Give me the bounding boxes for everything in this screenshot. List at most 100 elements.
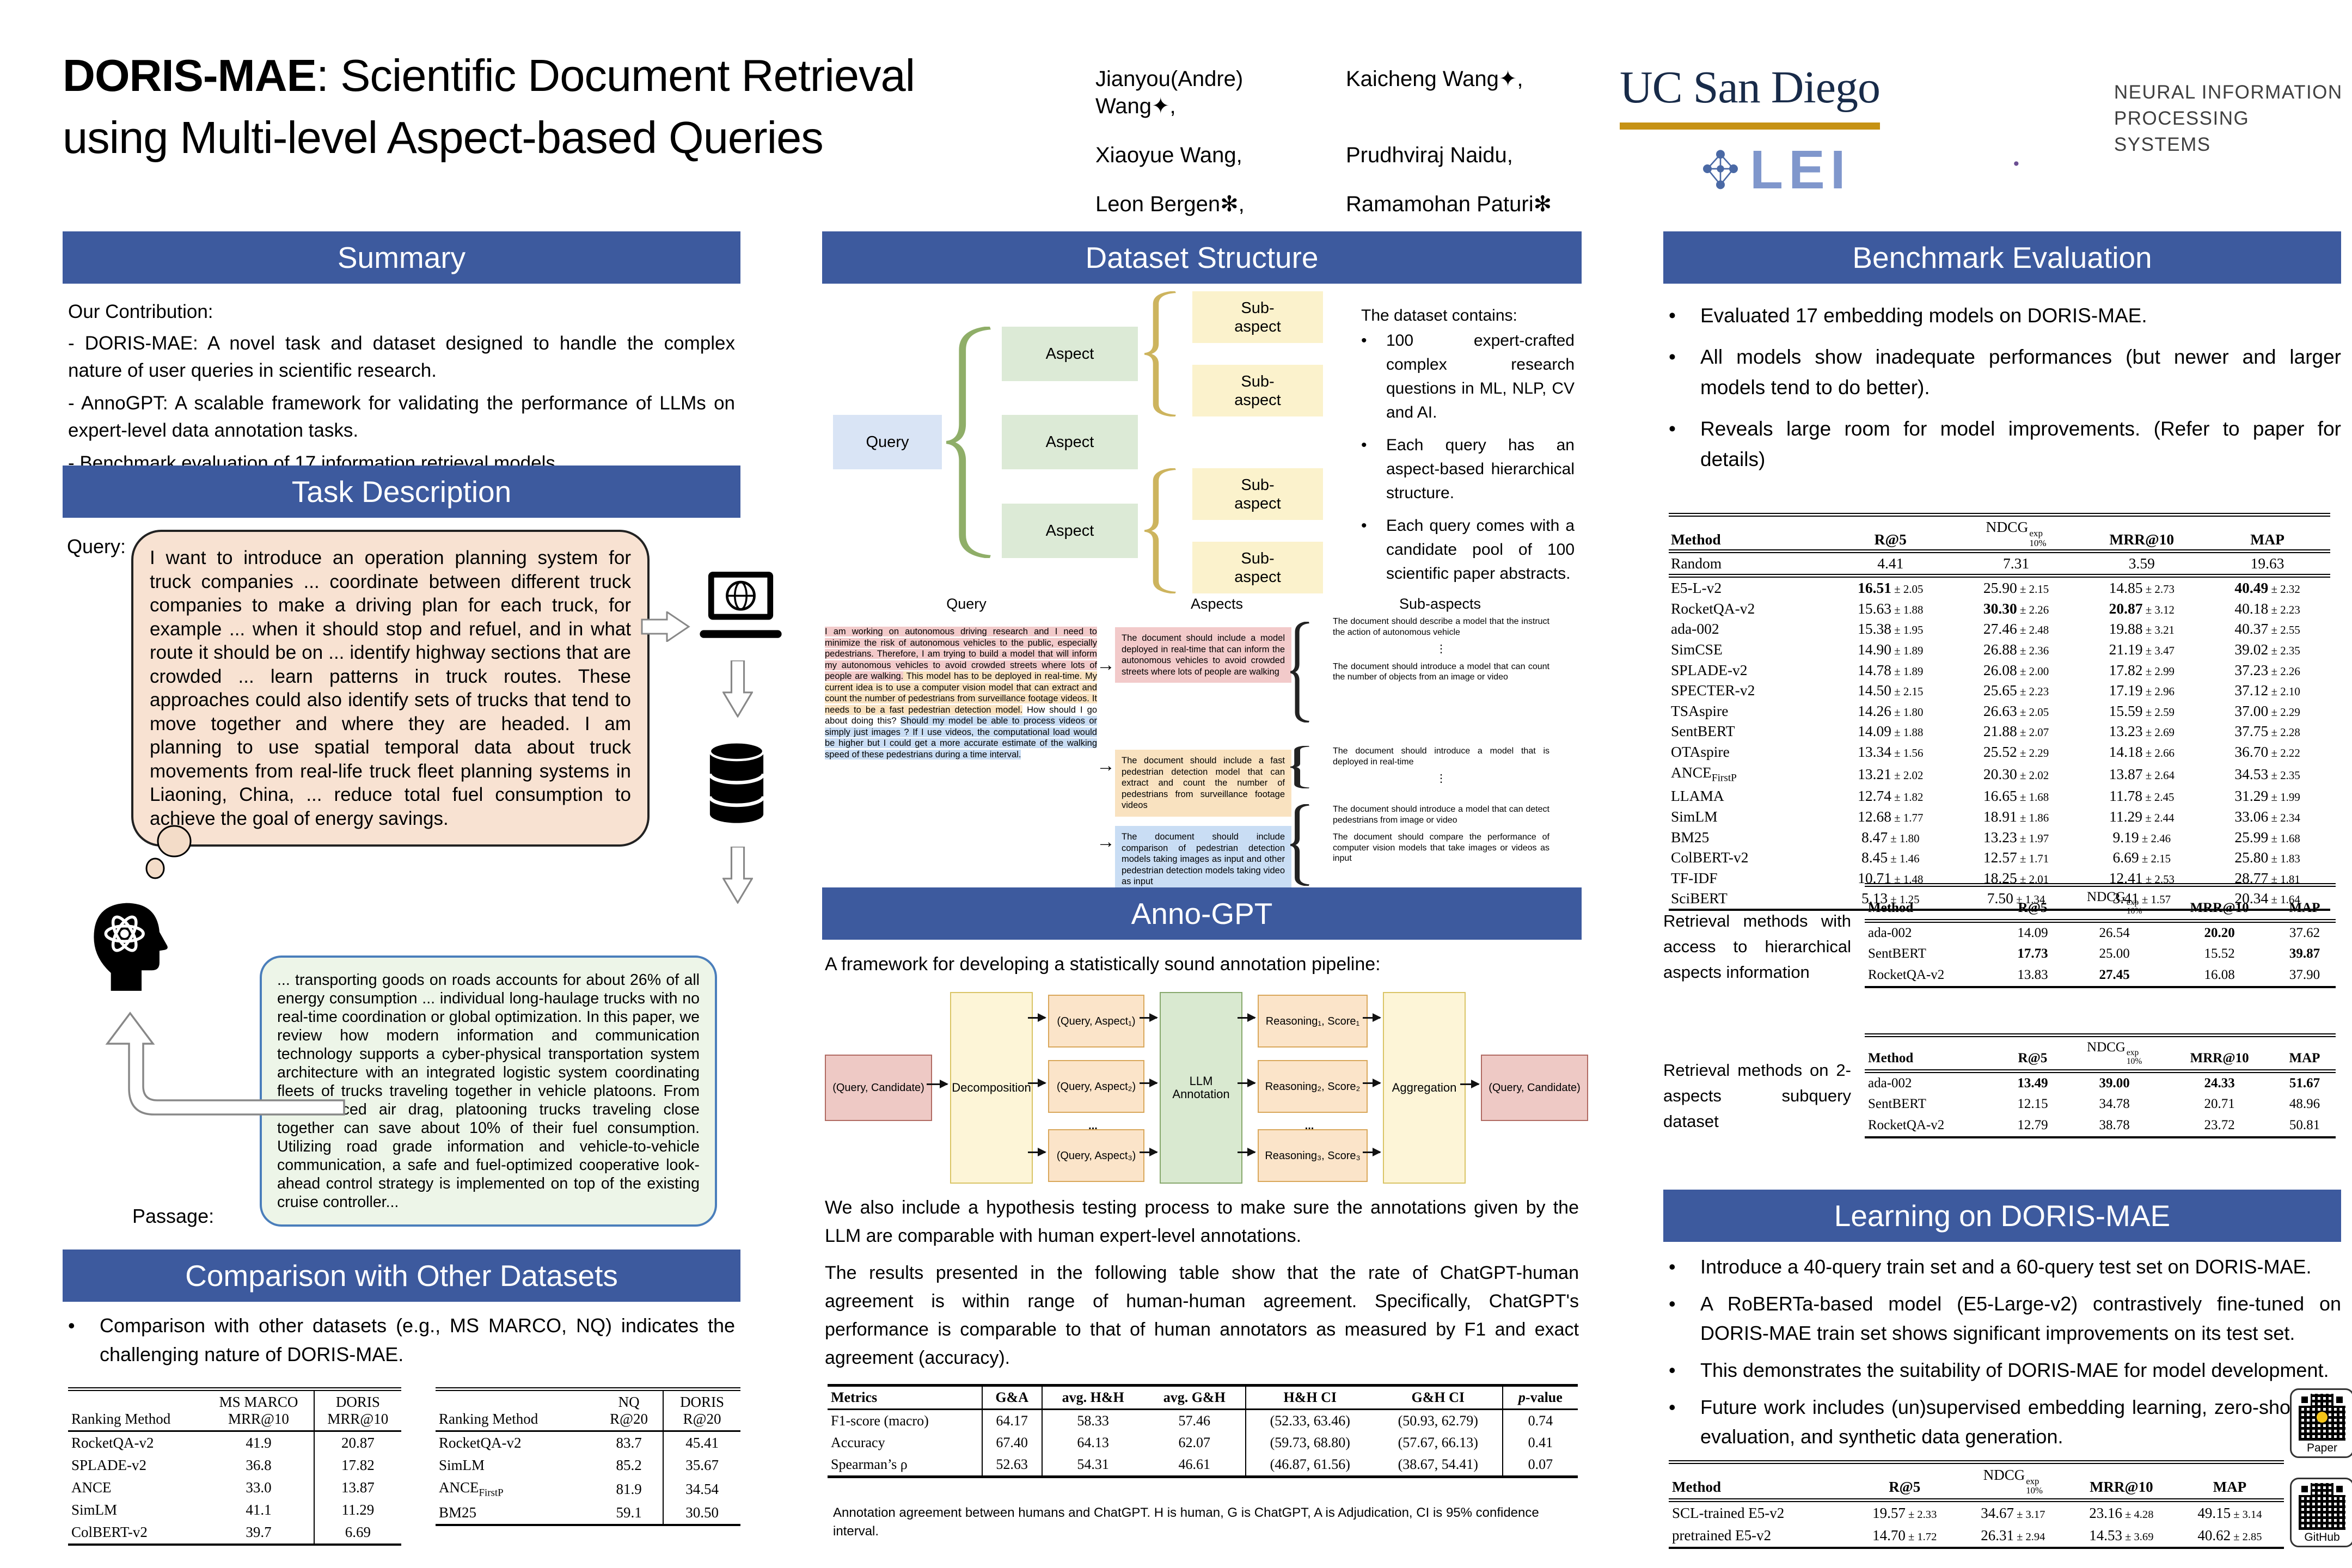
diagram-subaspect-node: Sub- aspect	[1192, 291, 1323, 343]
table-cell: 37.75 ± 2.28	[2234, 722, 2300, 740]
bullet-item: A RoBERTa-based model (E5-Large-v2) cont…	[1669, 1289, 2341, 1348]
table-cell: 40.62 ± 2.85	[2197, 1527, 2262, 1543]
pipeline-node: Reasoning₂, Score₂	[1258, 1060, 1368, 1113]
benchmark-table: Method R@5 NDCG exp 10% MRR@10 MAP Random 4.41 7.…	[1669, 513, 2330, 911]
benchmark-bullets: Evaluated 17 embedding models on DORIS-M…	[1669, 301, 2341, 486]
table-cell: 36.70 ± 2.22	[2234, 743, 2300, 761]
column-header: p-value	[1502, 1385, 1578, 1410]
sub-aspect-group: The document should introduce a model th…	[1333, 804, 1549, 864]
pipeline-aspect-column: (Query, Aspect₁) (Query, Aspect₂) (Query, …	[1048, 987, 1144, 1184]
table-cell: 48.96	[2289, 1097, 2320, 1112]
table-cell: 9.19 ± 2.46	[2112, 828, 2171, 846]
table-cell: 14.09	[2017, 925, 2048, 940]
brace-icon	[1290, 746, 1310, 788]
table-cell: 25.52 ± 2.29	[1983, 743, 2049, 761]
table-cell: 17.19 ± 2.96	[2109, 682, 2175, 699]
table-row: Random 4.41 7.31 3.59 19.63	[1669, 551, 2330, 578]
table-cell: SciBERT	[1671, 890, 1728, 907]
table-row: SimLM 12.68 ± 1.77 18.91 ± 1.86 11.29 ± 2.4…	[1669, 806, 2330, 827]
table-row: BM25 8.47 ± 1.80 13.23 ± 1.97 9.19 ± 2.46 25…	[1669, 827, 2330, 848]
aspect-box: The document should include comparison o…	[1115, 826, 1291, 893]
table-cell: 21.19 ± 3.47	[2109, 640, 2175, 658]
table-cell: 15.38 ± 1.95	[1858, 620, 1924, 638]
table-cell: ada-002	[1671, 620, 1719, 638]
table-row: ANCEFirstP 13.21 ± 2.02 20.30 ± 2.02 13.87 …	[1669, 762, 2330, 786]
table-cell: (52.33, 63.46)	[1245, 1409, 1374, 1432]
table-row: SPLADE-v2 36.8 17.82	[68, 1454, 401, 1477]
table-cell: 54.31	[1041, 1453, 1144, 1477]
table-cell: SPLADE-v2	[1671, 661, 1748, 678]
agreement-table-caption: Annotation agreement between humans and …	[833, 1505, 1539, 1539]
section-bar-task: Task Description	[63, 465, 740, 518]
section-title-annogpt: Anno-GPT	[1131, 897, 1273, 930]
table-cell: 15.59 ± 2.59	[2109, 702, 2175, 719]
bullet-item: Future work includes (un)supervised embe…	[1669, 1393, 2341, 1451]
github-qr-code[interactable]: GitHub	[2290, 1478, 2352, 1547]
table-cell: 38.78	[2099, 1118, 2130, 1132]
table-cell: BM25	[1671, 828, 1710, 846]
table-cell: 8.47 ± 1.80	[1861, 828, 1920, 846]
table-row: RocketQA-v2 83.7 45.41	[436, 1431, 740, 1455]
table-cell: 12.15	[2017, 1097, 2048, 1112]
table-cell: 6.69	[313, 1521, 401, 1545]
table-row: ada-002 14.09 26.54 20.20 37.62	[1865, 921, 2336, 944]
table-cell: Accuracy	[831, 1434, 885, 1450]
table-cell: 64.17	[981, 1409, 1042, 1432]
table-cell: ANCEFirstP	[1671, 763, 1737, 784]
section-bar-learning: Learning on DORIS-MAE	[1663, 1190, 2341, 1242]
column-header: MRR@10	[2165, 885, 2274, 923]
section-title-comparison: Comparison with Other Datasets	[185, 1259, 618, 1293]
table-cell: 33.0	[246, 1479, 272, 1496]
table-cell: 14.70 ± 1.72	[1872, 1527, 1937, 1543]
table-row: Spearman’s ρ 52.63 54.31 46.61 (46.87, 61.56…	[828, 1453, 1578, 1477]
table-cell: 13.34 ± 1.56	[1858, 743, 1924, 761]
example-header-aspects: Aspects	[1190, 596, 1244, 612]
table-row: RocketQA-v2 41.9 20.87	[68, 1431, 401, 1455]
table-cell: SPECTER-v2	[1671, 682, 1755, 699]
table-row: E5-L-v2 16.51 ± 2.05 25.90 ± 2.15 14.85 ± 2…	[1669, 576, 2330, 598]
table-cell: 25.99 ± 1.68	[2234, 828, 2300, 846]
lei-network-icon	[1699, 147, 1742, 193]
example-header-subaspects: Sub-aspects	[1399, 596, 1481, 612]
table-row: ada-002 15.38 ± 1.95 27.46 ± 2.48 19.88 ± 3…	[1669, 618, 2330, 639]
sub-aspect-item: The document should compare the performa…	[1333, 832, 1549, 863]
qr-image-github	[2299, 1483, 2345, 1530]
table-cell: 13.23 ± 1.97	[1983, 828, 2049, 846]
table-cell: 20.71	[2204, 1097, 2235, 1112]
neurips-wordmark: NEURAL INFORMATION PROCESSING SYSTEMS	[2114, 79, 2352, 158]
column-header: Ranking Method	[68, 1389, 204, 1432]
table-cell: 14.53 ± 3.69	[2089, 1527, 2154, 1543]
column-header: Method	[1865, 1035, 2002, 1073]
bullet-item: Each query comes with a candidate pool o…	[1361, 514, 1575, 586]
summary-items: - DORIS-MAE: A novel task and dataset de…	[68, 330, 735, 477]
table-cell: 0.74	[1502, 1409, 1578, 1432]
table-cell: ANCEFirstP	[439, 1479, 504, 1499]
bullet-item: - DORIS-MAE: A novel task and dataset de…	[68, 333, 735, 381]
table-cell: 20.30 ± 2.02	[1983, 765, 2049, 782]
data-table: Method R@5 NDCG exp 10% MRR@10 MAP ada-002 14.09…	[1865, 883, 2336, 988]
paper-qr-code[interactable]: Paper	[2290, 1388, 2352, 1458]
table-cell: 34.78	[2099, 1097, 2130, 1112]
brace-icon	[1290, 622, 1310, 722]
dataset-example-area: I am working on autonomous driving resea…	[822, 616, 1582, 893]
table-cell: 30.30 ± 2.26	[1983, 599, 2049, 617]
table-cell: 40.18 ± 2.23	[2234, 599, 2300, 617]
table-cell: 67.40	[981, 1431, 1042, 1454]
table-row: ANCEFirstP 81.9 34.54	[436, 1477, 740, 1502]
data-table: Ranking Method NQ R@20 DORIS R@20 RocketQA-v2…	[436, 1387, 740, 1527]
table-cell: ada-002	[1868, 1075, 1912, 1091]
column-header: G&A	[981, 1385, 1042, 1410]
diagram-subaspect-node: Sub- aspect	[1192, 542, 1323, 593]
table-cell: 26.88 ± 2.36	[1983, 640, 2049, 658]
table-cell: 46.61	[1178, 1456, 1210, 1472]
table-cell: 17.82 ± 2.99	[2109, 661, 2175, 678]
diagram-aspect-node: Aspect	[1002, 415, 1138, 469]
thinking-head-icon	[84, 895, 171, 995]
table-cell: 16.08	[2204, 967, 2235, 982]
table-row: SentBERT 17.73 25.00 15.52 39.87	[1865, 944, 2336, 965]
table-cell: 40.49 ± 2.32	[2234, 579, 2300, 597]
data-table: Method R@5 NDCG exp 10% MRR@10 MAP Random 4.41 7.…	[1669, 513, 2330, 911]
pipeline-arrow-icon	[1363, 1013, 1381, 1022]
brace-gold-icon	[1144, 291, 1177, 416]
author-name: Jianyou(Andre) Wang✦,	[1095, 67, 1244, 118]
